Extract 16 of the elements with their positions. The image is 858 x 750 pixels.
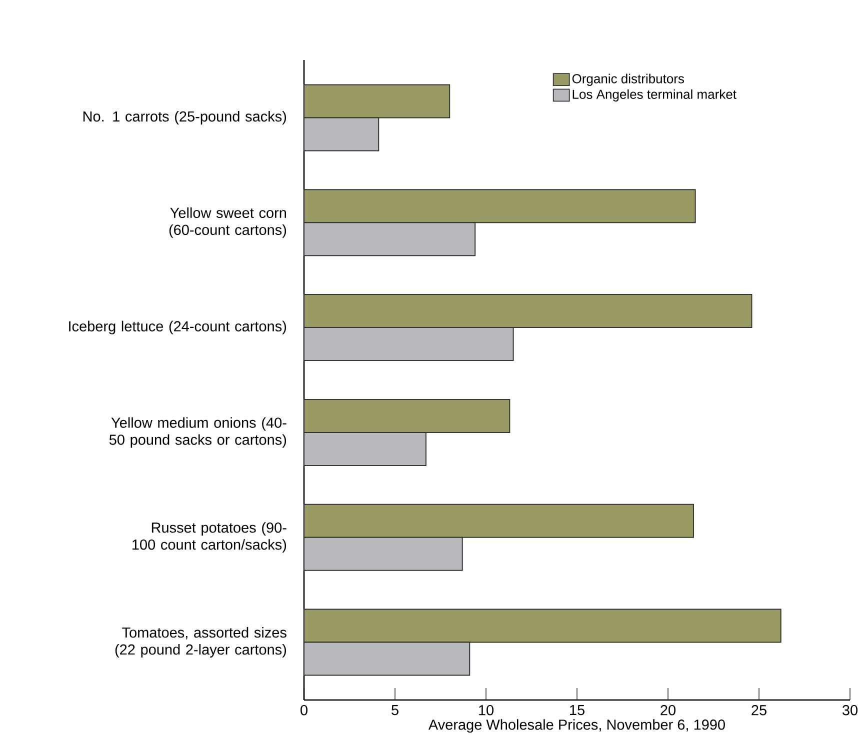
y-tick-label: Russet potatoes (90-100 count carton/sacks) <box>132 522 286 553</box>
x-tick-label: 25 <box>752 705 766 716</box>
x-tick-label: 5 <box>392 705 398 716</box>
x-tick-label: 30 <box>842 705 858 716</box>
y-tick-label: Tomatoes, assorted sizes (22 pound 2-layer cartons) <box>115 627 286 658</box>
x-tick-label: 15 <box>570 705 584 716</box>
legend-label: Los Angeles terminal market <box>572 89 736 102</box>
y-tick-label: Yellow sweet corn (60-count cartons) <box>169 207 286 238</box>
x-axis-title: Average Wholesale Prices, November 6, 1990 <box>428 719 725 733</box>
y-tick-label: Iceberg lettuce (24-count cartons) <box>69 320 286 334</box>
x-tick-label: 0 <box>300 705 308 716</box>
y-tick-label: No. 1 carrots (25-pound sacks) <box>83 110 286 124</box>
x-tick-label: 20 <box>660 705 676 716</box>
y-tick-label: Yellow medium onions (40-50 pound sacks or cartons) <box>109 417 286 448</box>
x-tick-label: 10 <box>479 705 494 716</box>
legend-label: Organic distributors <box>572 74 684 86</box>
